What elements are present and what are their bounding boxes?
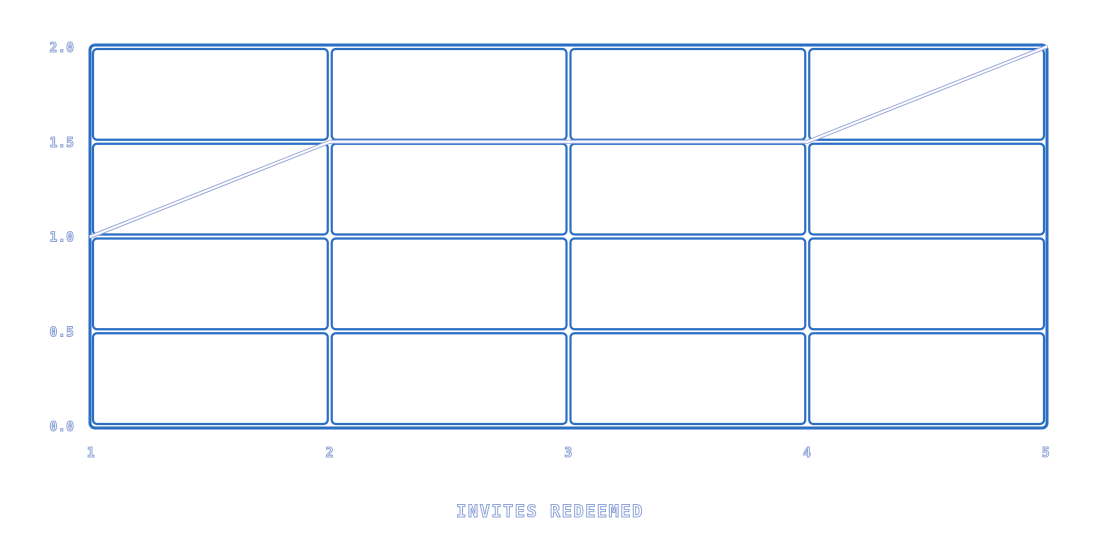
x-axis-ticks: 1 2 3 4 5: [86, 446, 1050, 462]
x-axis-title: INVITES REDEEMED: [456, 502, 644, 522]
y-tick-label: 0.0: [50, 420, 75, 435]
grid-cell: [808, 47, 1046, 141]
x-tick-label: 1: [87, 446, 95, 461]
data-point: [89, 235, 93, 238]
grid-cell: [330, 47, 568, 141]
y-axis-ticks: 0.0 0.5 1.0 1.5 2.0: [49, 41, 75, 436]
y-tick-label: 1.5: [50, 136, 75, 151]
data-point: [567, 140, 570, 143]
y-tick-label: 2.0: [50, 41, 75, 56]
grid-cell: [808, 237, 1046, 331]
data-point: [1044, 45, 1048, 49]
grid-cell: [91, 47, 329, 141]
grid-cell: [569, 142, 807, 236]
x-tick-label: 4: [803, 446, 811, 461]
grid-cell: [330, 142, 568, 236]
x-tick-label: 5: [1042, 446, 1050, 461]
grid-cell: [91, 142, 329, 236]
grid-cell: [808, 332, 1046, 426]
grid-cell: [330, 332, 568, 426]
grid-cell: [330, 237, 568, 331]
data-point: [328, 140, 331, 143]
grid-cell: [569, 237, 807, 331]
y-tick-label: 0.5: [50, 325, 75, 340]
x-tick-label: 3: [564, 446, 572, 461]
grid-cell: [808, 142, 1046, 236]
series-layer: [89, 45, 1048, 239]
x-tick-label: 2: [326, 446, 334, 461]
y-tick-label: 1.0: [50, 231, 75, 246]
grid-cell: [91, 332, 329, 426]
grid-cell: [91, 237, 329, 331]
data-point: [806, 140, 809, 143]
grid-cell: [569, 47, 807, 141]
grid-cell: [569, 332, 807, 426]
